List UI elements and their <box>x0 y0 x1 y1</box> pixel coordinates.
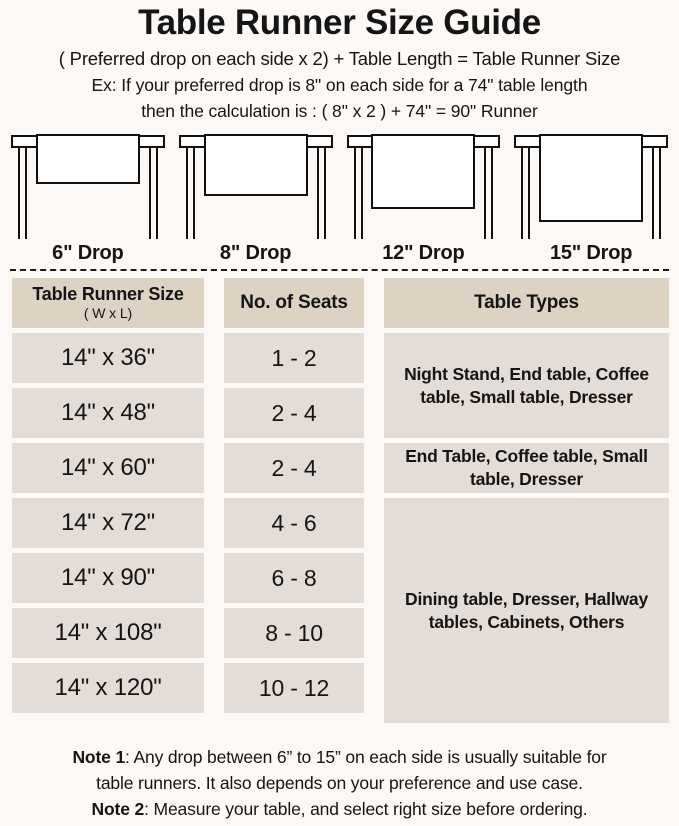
table-leg-right <box>316 146 326 239</box>
column-header-table-types: Table Types <box>384 278 669 328</box>
table-row: 14" x 120" <box>12 663 204 713</box>
table-leg-left <box>18 146 27 239</box>
table-row: 2 - 4 <box>224 388 364 438</box>
drop-label-15: 15" Drop <box>549 242 633 264</box>
header-label-sub: ( W x L) <box>83 305 133 321</box>
note-2-label: Note 2 <box>91 799 145 819</box>
note-2-line: Note 2: Measure your table, and select r… <box>8 796 671 822</box>
drop-diagram-8 <box>172 131 340 239</box>
table-row: 2 - 4 <box>224 443 364 493</box>
table-leg-right <box>652 146 661 239</box>
note-1-label: Note 1 <box>72 747 126 767</box>
page-title: Table Runner Size Guide <box>138 3 541 42</box>
table-row: 14" x 90" <box>12 553 204 603</box>
drop-diagrams <box>0 131 679 239</box>
table-row: 14" x 72" <box>12 498 204 548</box>
drop-label-12: 12" Drop <box>382 242 465 264</box>
example-line-2: then the calculation is : ( 8" x 2 ) + 7… <box>141 101 538 121</box>
header-label-main: Table Runner Size <box>32 284 184 304</box>
table-row: 10 - 12 <box>224 663 364 713</box>
column-table-types: Table Types Night Stand, End table, Coff… <box>384 278 669 723</box>
table-leg-right <box>148 146 158 239</box>
drop-diagram-6 <box>4 131 172 239</box>
table-leg-right <box>484 146 494 239</box>
table-types-cell: Dining table, Dresser, Hallway tables, C… <box>384 498 669 723</box>
column-header-seats: No. of Seats <box>224 278 364 328</box>
formula-text: ( Preferred drop on each side x 2) + Tab… <box>58 48 621 69</box>
table-runner-shape <box>539 134 644 222</box>
drop-label-6: 6" Drop <box>52 242 124 264</box>
table-types-cell: Night Stand, End table, Coffee table, Sm… <box>384 333 669 438</box>
note-1-text-continued: table runners. It also depends on your p… <box>96 773 583 793</box>
table-row: 14" x 60" <box>12 443 204 493</box>
table-leg-left <box>185 146 195 239</box>
example-line-1: Ex: If your preferred drop is 8" on each… <box>91 75 588 95</box>
table-row: 8 - 10 <box>224 608 364 658</box>
footer-notes: Note 1: Any drop between 6” to 15” on ea… <box>0 744 679 822</box>
drop-label-8: 8" Drop <box>219 242 292 264</box>
column-seats: No. of Seats 1 - 2 2 - 4 2 - 4 4 - 6 6 -… <box>224 278 364 723</box>
header: Table Runner Size Guide ( Preferred drop… <box>0 0 679 124</box>
column-header-runner-size: Table Runner Size ( W x L) <box>12 278 204 328</box>
column-runner-size: Table Runner Size ( W x L) 14" x 36" 14"… <box>12 278 204 723</box>
table-types-cell: End Table, Coffee table, Small table, Dr… <box>384 443 669 493</box>
table-row: 14" x 36" <box>12 333 204 383</box>
dashed-divider <box>10 269 669 271</box>
table-runner-shape <box>203 134 308 196</box>
table-row: 14" x 48" <box>12 388 204 438</box>
header-label-main: No. of Seats <box>240 292 348 313</box>
note-1-line-2: table runners. It also depends on your p… <box>8 770 671 796</box>
table-row: 1 - 2 <box>224 333 364 383</box>
header-label-main: Table Types <box>474 292 579 313</box>
table-leg-left <box>353 146 363 239</box>
note-2-text: : Measure your table, and select right s… <box>144 799 588 819</box>
table-runner-shape <box>35 134 140 184</box>
table-runner-shape <box>371 134 476 209</box>
table-leg-left <box>521 146 531 239</box>
note-1-text: : Any drop between 6” to 15” on each sid… <box>125 747 607 767</box>
drop-label-row: 6" Drop 8" Drop 12" Drop 15" Drop <box>0 240 679 266</box>
drop-diagram-12 <box>340 131 508 239</box>
note-1-line-1: Note 1: Any drop between 6” to 15” on ea… <box>8 744 671 770</box>
size-guide-table: Table Runner Size ( W x L) 14" x 36" 14"… <box>0 278 679 723</box>
table-row: 6 - 8 <box>224 553 364 603</box>
table-row: 14" x 108" <box>12 608 204 658</box>
drop-diagram-15 <box>507 131 675 239</box>
table-row: 4 - 6 <box>224 498 364 548</box>
